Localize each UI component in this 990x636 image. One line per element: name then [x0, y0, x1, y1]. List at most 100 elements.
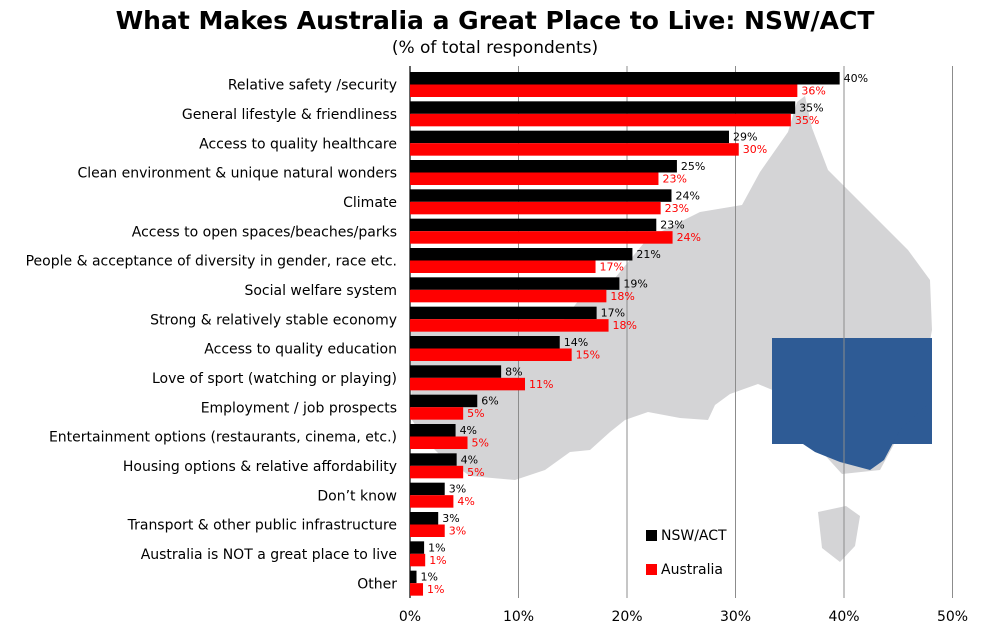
bar-australia — [410, 172, 659, 185]
legend-label-australia: Australia — [661, 562, 723, 578]
data-label-australia: 18% — [613, 319, 637, 332]
data-label-nsw-act: 23% — [660, 219, 684, 232]
data-label-nsw-act: 29% — [733, 131, 757, 144]
chart-subtitle: (% of total respondents) — [392, 38, 598, 58]
x-tick-label: 20% — [611, 609, 642, 625]
bar-nsw-act — [410, 453, 457, 466]
legend-label-nsw-act: NSW/ACT — [661, 528, 727, 544]
data-label-australia: 36% — [801, 85, 825, 98]
bar-nsw-act — [410, 512, 439, 525]
category-labels: Relative safety /security General lifesty… — [26, 78, 398, 593]
bar-australia — [410, 289, 607, 303]
x-tick-label: 10% — [503, 609, 534, 625]
data-label-nsw-act: 35% — [799, 101, 823, 114]
bar-nsw-act — [410, 101, 796, 114]
bar-nsw-act — [410, 218, 657, 232]
data-label-australia: 23% — [665, 202, 689, 215]
bar-australia — [410, 495, 454, 508]
bar-nsw-act — [410, 570, 417, 584]
data-label-nsw-act: 14% — [564, 336, 588, 349]
bar-nsw-act — [410, 424, 456, 437]
nsw-act-region-coast — [772, 400, 932, 470]
tasmania-shape — [818, 506, 860, 562]
category-label: General lifestyle & friendliness — [182, 107, 397, 123]
data-label-australia: 3% — [449, 525, 466, 538]
bar-australia — [410, 348, 572, 361]
category-label: Don’t know — [317, 488, 397, 504]
data-label-nsw-act: 25% — [681, 160, 705, 173]
bar-nsw-act — [410, 482, 445, 496]
data-label-australia: 35% — [795, 114, 819, 127]
bar-australia — [410, 319, 609, 332]
bar-nsw-act — [410, 248, 633, 261]
category-label: Transport & other public infrastructure — [127, 518, 397, 534]
data-label-australia: 11% — [529, 378, 553, 391]
bar-nsw-act — [410, 394, 478, 408]
category-label: Other — [357, 576, 397, 592]
bar-australia — [410, 583, 424, 596]
category-label: Access to open spaces/beaches/parks — [132, 224, 397, 240]
data-label-nsw-act: 3% — [442, 512, 459, 525]
data-label-nsw-act: 4% — [460, 424, 477, 437]
chart-title: What Makes Australia a Great Place to Li… — [116, 6, 875, 35]
data-label-nsw-act: 6% — [481, 395, 498, 408]
category-label: Housing options & relative affordability — [123, 459, 397, 475]
data-label-australia: 18% — [610, 290, 634, 303]
data-label-nsw-act: 21% — [636, 248, 660, 261]
bar-australia — [410, 465, 464, 479]
data-label-nsw-act: 3% — [449, 483, 466, 496]
bar-nsw-act — [410, 130, 729, 144]
category-label: Access to quality education — [204, 342, 397, 358]
data-label-nsw-act: 24% — [675, 189, 699, 202]
category-label: Climate — [343, 195, 397, 211]
x-tick-label: 50% — [937, 609, 968, 625]
bar-nsw-act — [410, 72, 840, 85]
bar-australia — [410, 260, 596, 273]
data-label-australia: 1% — [427, 583, 444, 596]
x-tick-label: 40% — [828, 609, 859, 625]
bars: 40%36%35%35%29%30%25%23%24%23%23%24%21%1… — [410, 72, 868, 596]
x-axis-ticks: 0% 10% 20% 30% 40% 50% — [399, 609, 968, 625]
bar-australia — [410, 553, 426, 567]
x-tick-label: 30% — [720, 609, 751, 625]
data-label-nsw-act: 8% — [505, 365, 522, 378]
bar-australia — [410, 84, 798, 97]
bar-nsw-act — [410, 541, 425, 554]
data-label-nsw-act: 1% — [421, 571, 438, 584]
legend: NSW/ACT Australia — [646, 528, 727, 578]
bar-australia — [410, 524, 445, 537]
bar-australia — [410, 231, 673, 244]
bar-nsw-act — [410, 277, 620, 290]
data-label-australia: 30% — [743, 143, 767, 156]
bar-australia — [410, 436, 468, 449]
category-label: Love of sport (watching or playing) — [152, 371, 397, 387]
data-label-australia: 4% — [457, 495, 474, 508]
data-label-nsw-act: 17% — [601, 307, 625, 320]
data-label-australia: 5% — [467, 466, 484, 479]
data-label-australia: 5% — [467, 407, 484, 420]
data-label-australia: 1% — [429, 554, 446, 567]
category-label: Entertainment options (restaurants, cine… — [49, 430, 397, 446]
bar-australia — [410, 113, 791, 127]
data-label-australia: 17% — [600, 261, 624, 274]
x-tick-label: 0% — [399, 609, 421, 625]
legend-swatch-australia — [646, 564, 657, 575]
category-label: Clean environment & unique natural wonde… — [77, 166, 397, 182]
data-label-nsw-act: 1% — [428, 541, 445, 554]
data-label-nsw-act: 19% — [623, 277, 647, 290]
data-label-australia: 5% — [472, 437, 489, 450]
bar-australia — [410, 201, 661, 215]
data-label-australia: 24% — [677, 231, 701, 244]
bar-nsw-act — [410, 365, 502, 378]
plot-background — [410, 96, 932, 562]
bar-australia — [410, 377, 526, 391]
bar-nsw-act — [410, 160, 677, 173]
bar-nsw-act — [410, 189, 672, 202]
category-label: People & acceptance of diversity in gend… — [26, 254, 397, 270]
bar-nsw-act — [410, 306, 597, 320]
bar-nsw-act — [410, 336, 560, 349]
data-label-nsw-act: 4% — [461, 453, 478, 466]
category-label: Australia is NOT a great place to live — [141, 547, 397, 563]
category-label: Strong & relatively stable economy — [150, 312, 397, 328]
category-label: Relative safety /security — [228, 78, 397, 94]
